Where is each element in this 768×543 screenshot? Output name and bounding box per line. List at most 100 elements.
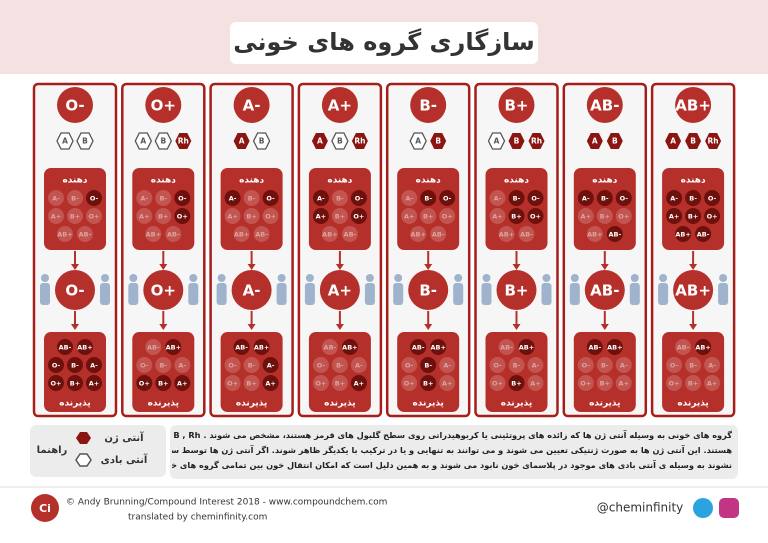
type-cell-label: B+: [600, 213, 610, 221]
type-cell-label: O+: [618, 213, 629, 221]
type-cell-label: O+: [530, 213, 541, 221]
type-cell-label: O-: [178, 195, 187, 203]
person-icon: [719, 274, 728, 282]
type-cell-label: AB+: [322, 231, 337, 239]
type-cell: [508, 190, 525, 206]
type-cell-label: A-: [443, 362, 451, 370]
type-cell-label: B+: [246, 213, 256, 221]
type-cell: [439, 357, 456, 373]
type-cell: [606, 339, 623, 355]
type-cell-label: O+: [139, 380, 150, 388]
type-cell: [233, 226, 250, 242]
legend-box: [30, 425, 166, 477]
antigen-hexagon: [528, 133, 545, 149]
type-cell-label: B-: [601, 362, 609, 370]
type-cell: [606, 226, 623, 242]
type-cell: [224, 208, 241, 224]
recipient-badge-label: O+: [151, 282, 176, 300]
type-cell: [704, 357, 721, 373]
type-badge-label: B+: [504, 97, 528, 115]
donor-label: دهنده: [62, 176, 87, 186]
type-cell-label: A+: [669, 213, 679, 221]
type-cell: [321, 226, 338, 242]
type-cell-label: AB+: [519, 344, 534, 352]
type-cell-label: B+: [600, 380, 610, 388]
type-cell-label: A+: [619, 380, 629, 388]
type-cell: [57, 226, 73, 242]
type-cell-label: A+: [316, 213, 326, 221]
type-cell-label: A+: [492, 213, 502, 221]
type-cell: [704, 208, 721, 224]
antigen-label: A: [592, 137, 598, 146]
type-cell: [615, 375, 632, 391]
type-cell: [86, 375, 102, 391]
type-cell-label: AB+: [342, 344, 357, 352]
recipient-badge-label: AB-: [590, 282, 619, 300]
type-cell-label: B-: [513, 195, 521, 203]
type-badge-label: A-: [243, 97, 261, 115]
type-cell: [704, 190, 721, 206]
arrow-head: [335, 324, 344, 330]
type-cell-label: A-: [267, 362, 275, 370]
person-icon: [365, 274, 374, 282]
recipient-badge: [584, 270, 625, 310]
type-cell: [527, 190, 544, 206]
type-cell: [243, 208, 260, 224]
type-badge: [145, 87, 182, 123]
arrow-head: [689, 264, 698, 270]
person-icon: [305, 274, 314, 282]
type-cell: [401, 375, 418, 391]
type-cell: [57, 339, 73, 355]
person-icon: [101, 274, 109, 282]
antigen-hexagon: [508, 133, 525, 149]
type-cell-label: AB+: [146, 231, 161, 239]
type-cell-label: A+: [707, 380, 717, 388]
instagram-icon: [719, 498, 739, 518]
antigen-hexagon: [311, 133, 328, 149]
antigen-label: B: [337, 137, 343, 146]
person-icon: [276, 283, 287, 305]
type-cell-label: O+: [492, 380, 503, 388]
recipient-badge: [408, 270, 449, 310]
person-icon: [188, 283, 199, 305]
type-cell: [489, 357, 506, 373]
type-cell: [527, 357, 544, 373]
type-cell: [508, 208, 525, 224]
type-cell-label: AB-: [59, 344, 72, 352]
type-badge-label: O-: [65, 97, 84, 115]
person-icon: [216, 283, 227, 305]
recipient-badge-label: AB+: [675, 282, 711, 300]
type-cell-label: A-: [708, 362, 716, 370]
recipient-badge-label: B+: [504, 282, 528, 300]
person-icon: [454, 274, 463, 282]
arrow-head: [335, 264, 344, 270]
type-badge: [498, 87, 535, 123]
type-cell: [77, 226, 93, 242]
type-cell: [685, 375, 702, 391]
type-cell: [155, 208, 172, 224]
person-icon: [217, 274, 226, 282]
type-cell-label: O-: [266, 195, 275, 203]
type-cell: [439, 190, 456, 206]
type-cell: [439, 208, 456, 224]
type-cell-label: AB-: [79, 231, 92, 239]
type-cell: [518, 226, 535, 242]
type-cell-label: AB+: [254, 344, 269, 352]
type-cell-label: B-: [336, 362, 344, 370]
arrow-head: [247, 264, 256, 270]
person-icon: [482, 274, 491, 282]
type-cell-label: O-: [355, 195, 364, 203]
arrow-head: [512, 264, 521, 270]
person-icon: [364, 283, 375, 305]
type-cell: [666, 357, 683, 373]
type-cell-label: A+: [530, 380, 540, 388]
type-badge: [586, 87, 623, 123]
type-cell: [401, 208, 418, 224]
type-cell-label: AB+: [499, 231, 514, 239]
recipient-badge: [55, 270, 95, 310]
type-cell-label: B+: [511, 213, 521, 221]
antigen-label: B: [612, 137, 618, 146]
type-cell: [233, 339, 250, 355]
type-cell: [410, 226, 427, 242]
